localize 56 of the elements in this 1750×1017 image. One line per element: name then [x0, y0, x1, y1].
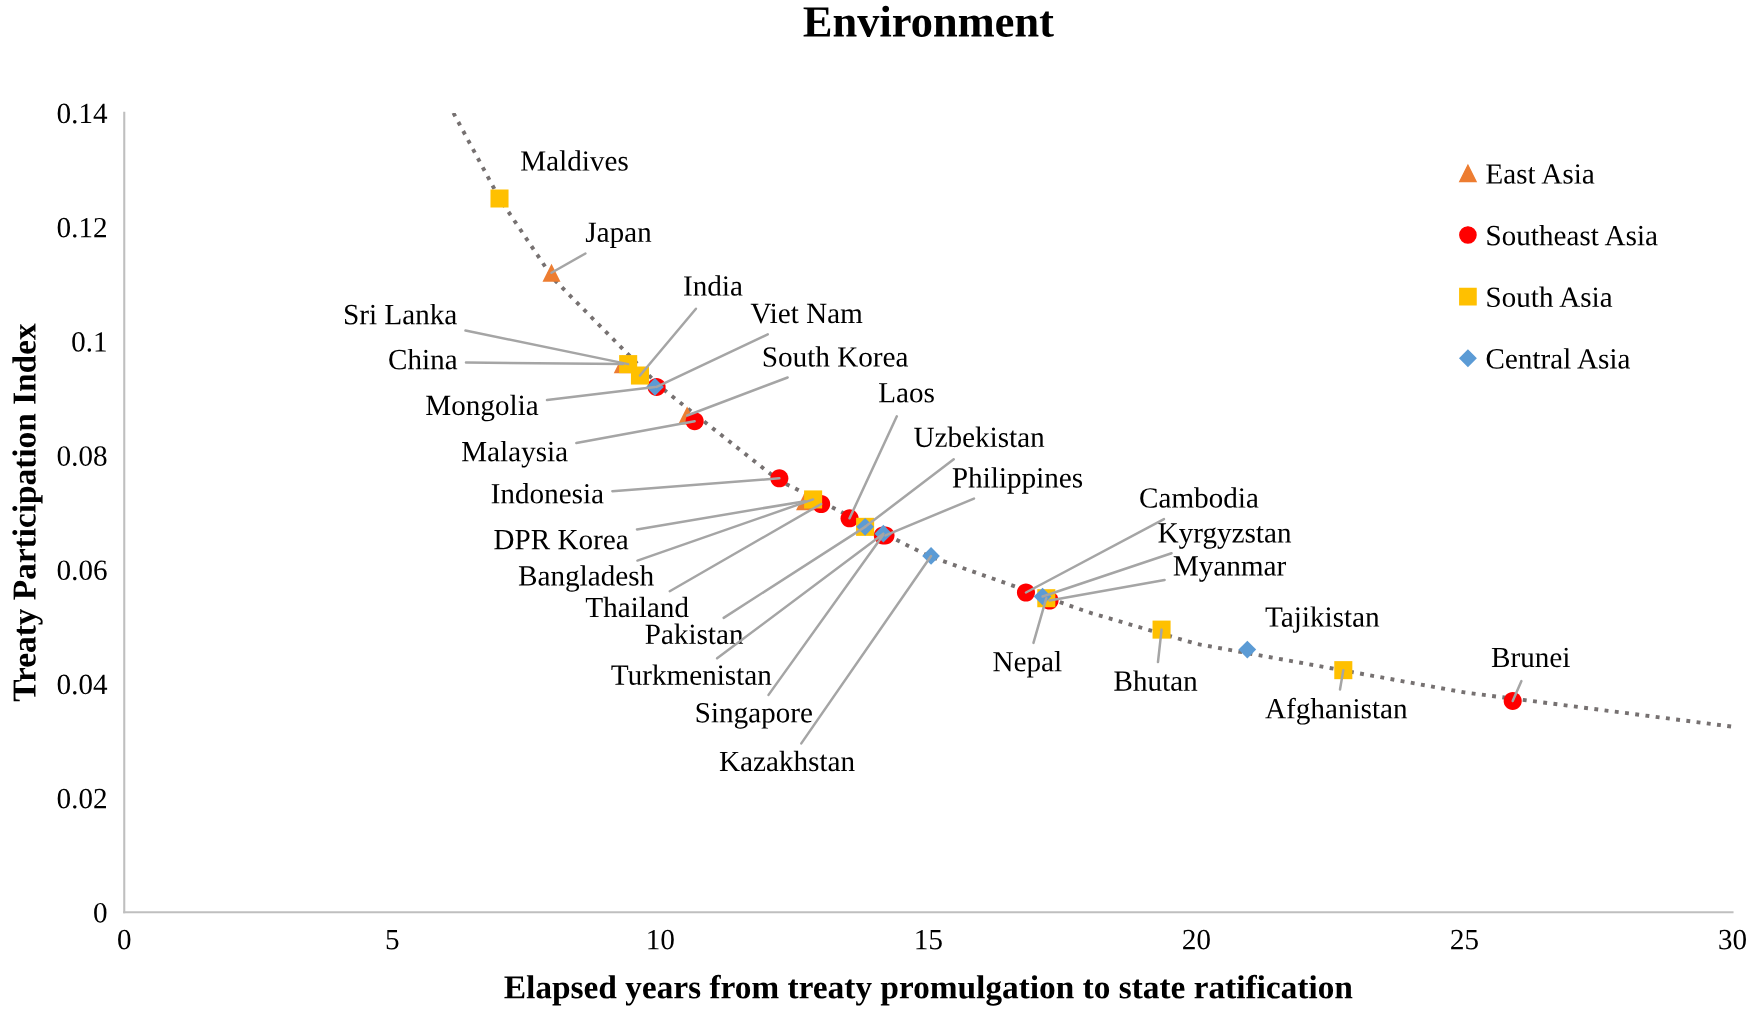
annotation: Tajikistan: [1265, 606, 1380, 633]
y-tick-label: 0.02: [57, 788, 106, 809]
legend-label: South Asia: [1487, 286, 1613, 308]
annotation: China: [389, 348, 458, 370]
point: [490, 189, 509, 208]
annotation: India: [684, 275, 743, 296]
annotation: Uzbekistan: [914, 426, 1045, 448]
legend-label: East Asia: [1486, 164, 1595, 184]
y-tick-label: 0.12: [57, 217, 106, 238]
y-tick-label: 0.14: [57, 103, 108, 124]
annotation: Nepal: [993, 650, 1062, 678]
x-tick-label: 5: [386, 930, 399, 950]
annotation: Bhutan: [1114, 670, 1198, 691]
annotation: Cambodia: [1140, 487, 1259, 508]
y-tick-label: 0.04: [57, 674, 108, 695]
annotation: Philippines: [952, 467, 1083, 494]
point: [1334, 661, 1353, 680]
annotation: Maldives: [521, 150, 628, 171]
annotation: Singapore: [696, 703, 812, 729]
y-tick-label: 0: [94, 902, 107, 923]
annotation: Turkmenistan: [611, 664, 772, 685]
annotation: Kazakhstan: [719, 750, 855, 772]
annotation: Afghanistan: [1265, 697, 1408, 725]
x-tick-label: 0: [118, 929, 131, 950]
annotation: Brunei: [1491, 647, 1570, 668]
annotation: Pakistan: [645, 623, 744, 645]
x-tick-label: 20: [1183, 929, 1210, 950]
annotation: Mongolia: [426, 394, 539, 422]
annotation: Indonesia: [491, 483, 604, 504]
annotation: Malaysia: [462, 440, 568, 468]
y-tick-label: 0.06: [57, 560, 107, 581]
annotation: Laos: [879, 383, 934, 403]
x-tick-label: 10: [648, 929, 674, 950]
annotation: Sri Lanka: [345, 303, 457, 325]
legend-label: Southeast Asia: [1487, 224, 1658, 246]
annotation: Thailand: [585, 596, 689, 618]
annotation: Kyrgyzstan: [1158, 523, 1292, 549]
point: [1238, 640, 1257, 659]
y-tick-label: 0.1: [72, 332, 106, 352]
legend-label: Central Asia: [1486, 348, 1631, 369]
annotation: DPR Korea: [494, 530, 629, 550]
point: [1152, 620, 1171, 639]
x-tick-label: 25: [1451, 929, 1478, 950]
annotation: South Korea: [763, 346, 909, 367]
annotation: Bangladesh: [518, 565, 654, 592]
point: [542, 263, 561, 282]
point: [630, 366, 649, 385]
annotation: Viet Nam: [750, 303, 863, 324]
annotation: Japan: [585, 222, 652, 248]
x-tick-label: 30: [1719, 929, 1746, 950]
y-tick-label: 0.08: [57, 446, 107, 466]
chart-title: Environment: [803, 5, 1054, 37]
y-axis-title: Treaty Participation Index: [12, 323, 43, 702]
x-axis-title: Elapsed years from treaty promulgation to state ratification: [504, 974, 1353, 1006]
annotation: Myanmar: [1173, 556, 1286, 582]
x-tick-label: 15: [916, 929, 942, 950]
